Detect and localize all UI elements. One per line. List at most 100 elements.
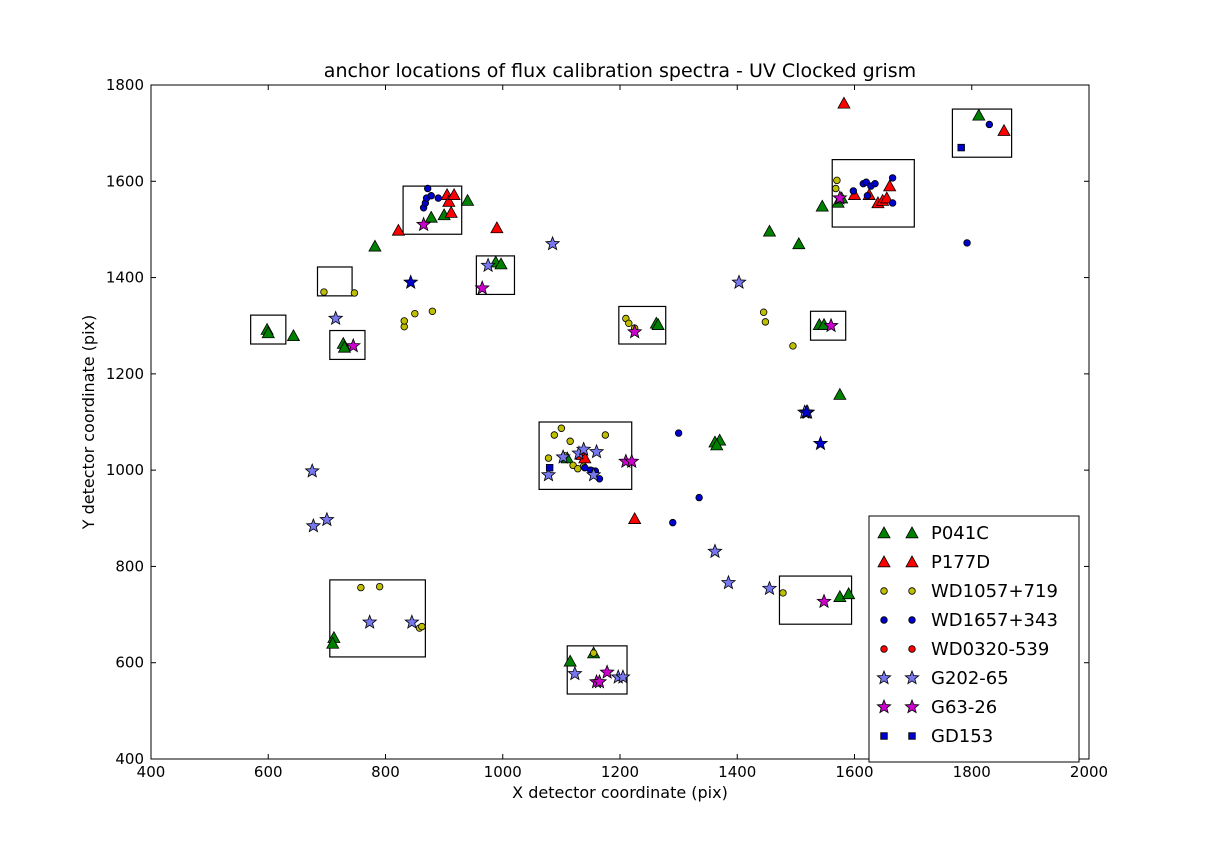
legend-marker (880, 616, 888, 624)
x-tick-label: 800 (371, 763, 400, 781)
data-point (566, 437, 574, 445)
region-box (778, 575, 853, 625)
legend-marker (908, 587, 916, 595)
data-point (337, 340, 352, 353)
data-point (304, 462, 320, 478)
data-point (557, 424, 566, 432)
data-point (402, 274, 419, 289)
x-tick-label: 1800 (953, 763, 991, 781)
data-point (599, 664, 615, 679)
legend-marker (880, 587, 888, 595)
data-point (832, 190, 848, 205)
data-point (319, 511, 335, 527)
region-box (402, 185, 463, 235)
region-box (618, 305, 667, 345)
data-point (710, 438, 724, 451)
data-point (563, 654, 577, 667)
data-point (625, 319, 633, 328)
legend-marker (908, 645, 916, 653)
data-point (720, 574, 737, 590)
data-point (674, 429, 683, 437)
data-point (762, 224, 777, 237)
x-tick-label: 1600 (835, 763, 873, 781)
data-point (427, 192, 435, 200)
data-point (361, 614, 378, 629)
data-point (460, 193, 475, 206)
data-point (447, 187, 461, 200)
x-tick-label: 2000 (1070, 763, 1108, 781)
x-tick-label: 600 (254, 763, 283, 781)
x-tick-label: 400 (137, 763, 166, 781)
region-box (951, 108, 1013, 158)
data-point (357, 583, 365, 592)
data-point (615, 669, 631, 684)
legend-label: G63-26 (931, 697, 997, 718)
y-tick-label: 1600 (106, 172, 144, 190)
data-point (550, 431, 559, 439)
data-point (588, 443, 605, 459)
data-point (540, 466, 557, 482)
data-point (837, 96, 851, 109)
legend-marker (876, 698, 892, 714)
data-point (261, 326, 275, 339)
x-tick-label: 1200 (601, 763, 639, 781)
data-point (444, 205, 458, 218)
data-point (544, 235, 561, 251)
legend-marker (880, 645, 888, 653)
data-point (434, 194, 442, 202)
data-point (731, 274, 747, 289)
data-point (345, 337, 361, 353)
data-point (585, 466, 602, 482)
data-point (474, 280, 490, 295)
data-point (761, 580, 778, 596)
region-boxes (250, 108, 1013, 695)
data-point (567, 665, 583, 681)
region-box (250, 314, 287, 345)
data-point (841, 587, 856, 600)
x-tick-label: 1000 (484, 763, 522, 781)
data-point (815, 199, 829, 212)
data-point (286, 329, 301, 342)
data-point (418, 622, 426, 631)
data-point (627, 511, 642, 524)
data-point (555, 449, 571, 464)
axis-ticks: 400 600 800 1000 1200 1400 1600 1800 2000 400 600 8… (106, 76, 1108, 781)
data-point (863, 192, 872, 200)
region-box (316, 266, 353, 297)
data-point (326, 636, 340, 649)
legend-label: G202-65 (931, 668, 1009, 689)
chart-title: anchor locations of flux calibration spe… (324, 60, 916, 82)
region-box (831, 159, 915, 228)
y-tick-label: 1200 (106, 365, 144, 383)
data-point (761, 318, 770, 326)
region-box (809, 310, 847, 341)
region-box (566, 645, 628, 695)
x-axis-label: X detector coordinate (pix) (512, 783, 728, 802)
data-point (651, 317, 665, 330)
data-point (849, 187, 858, 195)
data-point (368, 239, 382, 252)
data-point (880, 191, 894, 204)
data-point (963, 239, 971, 247)
data-point (792, 237, 806, 250)
legend-label: WD1057+719 (931, 581, 1058, 602)
data-point (424, 184, 432, 193)
legend-label: GD153 (931, 726, 993, 747)
legend-label: P177D (931, 552, 990, 573)
legend-marker (908, 616, 916, 624)
data-points (260, 96, 1011, 689)
data-point (404, 614, 420, 629)
data-point (833, 387, 847, 400)
data-point (391, 223, 406, 236)
x-tick-label: 1400 (718, 763, 756, 781)
data-point (997, 123, 1011, 136)
legend-marker (908, 732, 916, 740)
data-point (591, 673, 608, 689)
legend-marker (905, 555, 919, 568)
data-point (494, 257, 508, 270)
data-point (669, 518, 677, 527)
data-point (490, 221, 504, 234)
y-tick-label: 1000 (106, 461, 144, 479)
data-point (707, 543, 723, 559)
data-point (327, 310, 344, 326)
